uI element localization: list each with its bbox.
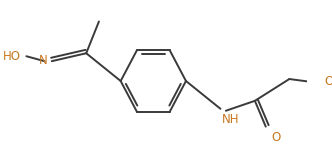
Text: O: O [325,75,332,89]
Text: O: O [271,131,281,144]
Text: N: N [39,54,47,67]
Text: HO: HO [3,50,21,63]
Text: NH: NH [222,113,240,126]
